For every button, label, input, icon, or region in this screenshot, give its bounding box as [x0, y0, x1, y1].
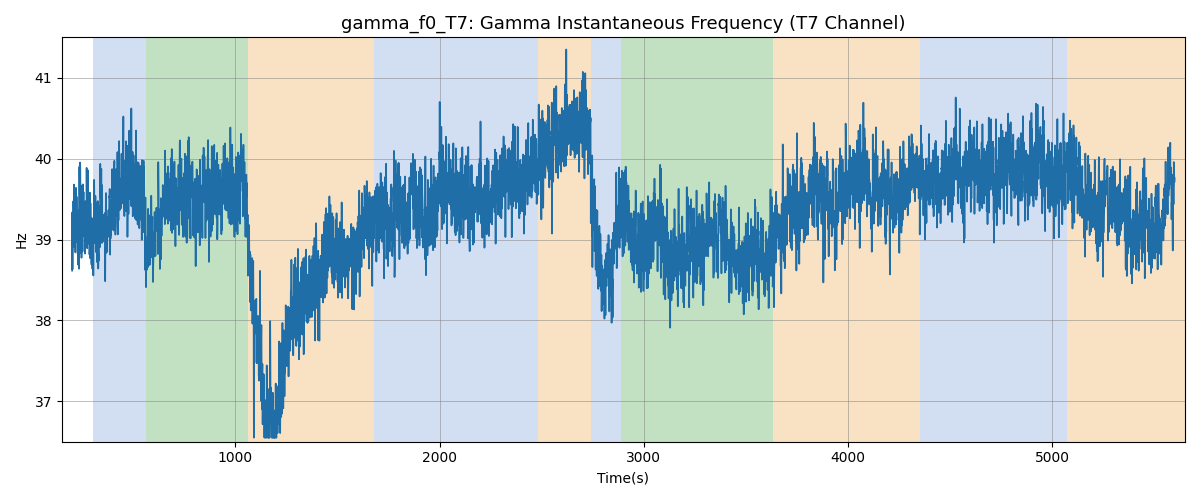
Bar: [92, 38, 145, 442]
X-axis label: Time(s): Time(s): [598, 471, 649, 485]
Title: gamma_f0_T7: Gamma Instantaneous Frequency (T7 Channel): gamma_f0_T7: Gamma Instantaneous Frequen…: [341, 15, 906, 34]
Bar: [538, 38, 590, 442]
Bar: [919, 38, 1067, 442]
Y-axis label: Hz: Hz: [14, 230, 29, 248]
Bar: [1067, 38, 1186, 442]
Bar: [622, 38, 662, 442]
Bar: [145, 38, 247, 442]
Bar: [773, 38, 919, 442]
Bar: [662, 38, 773, 442]
Bar: [374, 38, 538, 442]
Bar: [590, 38, 622, 442]
Bar: [247, 38, 374, 442]
